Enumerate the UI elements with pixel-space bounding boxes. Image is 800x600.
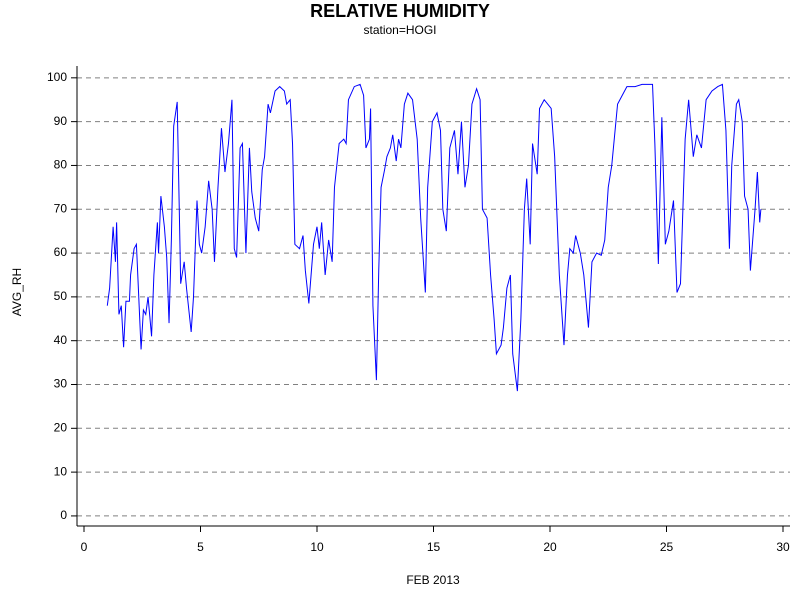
y-axis-label: AVG_RH	[10, 268, 24, 316]
y-tick-label: 90	[54, 114, 68, 128]
x-tick-label: 20	[543, 540, 557, 554]
x-tick-label: 10	[310, 540, 324, 554]
y-tick-label: 0	[60, 508, 67, 522]
chart-title: RELATIVE HUMIDITY	[310, 1, 490, 21]
y-tick-label: 30	[54, 377, 68, 391]
x-tick-label: 5	[197, 540, 204, 554]
x-tick-label: 30	[776, 540, 790, 554]
x-tick-label: 25	[660, 540, 674, 554]
data-line	[106, 83, 762, 392]
y-tick-label: 20	[54, 420, 68, 434]
y-tick-label: 50	[54, 289, 68, 303]
y-tick-label: 10	[54, 464, 68, 478]
x-tick-label: 0	[81, 540, 88, 554]
chart-subtitle: station=HOGI	[363, 23, 436, 37]
x-tick-label: 15	[427, 540, 441, 554]
y-tick-label: 100	[47, 70, 67, 84]
x-axis-label: FEB 2013	[406, 573, 460, 587]
y-tick-label: 40	[54, 333, 68, 347]
y-tick-label: 80	[54, 158, 68, 172]
y-tick-label: 60	[54, 245, 68, 259]
y-tick-label: 70	[54, 201, 68, 215]
